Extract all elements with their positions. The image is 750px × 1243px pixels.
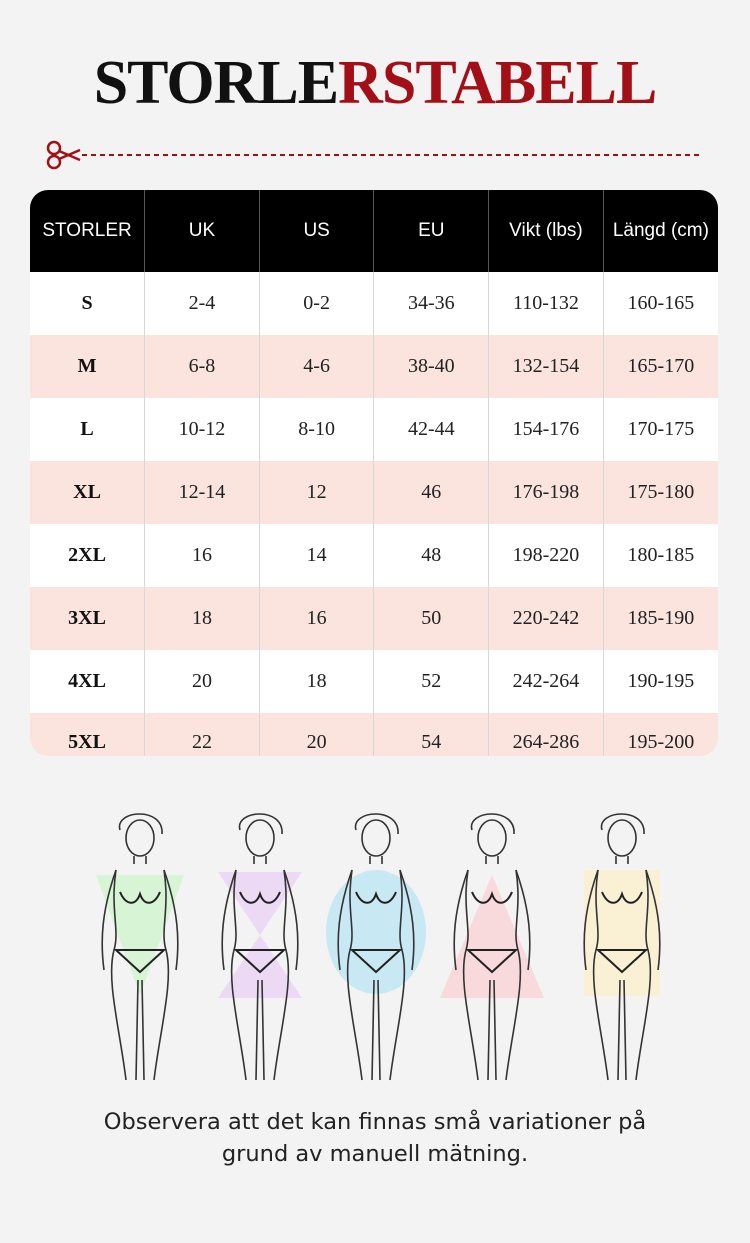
value-cell: 20	[259, 713, 375, 756]
value-cell: 12-14	[144, 461, 260, 524]
value-cell: 154-176	[488, 398, 604, 461]
measurement-note: Observera att det kan finnas små variati…	[40, 1106, 710, 1170]
note-line-2: grund av manuell mätning.	[221, 1141, 529, 1167]
column-header: STORLER	[30, 190, 146, 272]
size-cell: 2XL	[30, 524, 146, 587]
body-type-figures	[96, 813, 661, 1081]
value-cell: 34-36	[373, 272, 490, 335]
value-cell: 110-132	[488, 272, 604, 335]
value-cell: 180-185	[627, 544, 695, 566]
body-type-oval-icon	[326, 813, 426, 1081]
value-cell: 176-198	[488, 461, 604, 524]
value-cell: 264-286	[488, 713, 604, 756]
table-row: XL 12-14 12 46 176-198 175-180	[30, 461, 718, 524]
value-cell: 42-44	[373, 398, 490, 461]
table-header-row: STORLER UK US EU Vikt (lbs) Längd (cm)	[30, 190, 718, 272]
table-row: L 10-12 8-10 42-44 154-176 170-175	[30, 398, 718, 461]
size-cell: 4XL	[30, 650, 146, 713]
value-cell: 185-190	[603, 587, 718, 650]
value-cell: 2-4	[144, 272, 260, 335]
value-cell: 18	[144, 587, 260, 650]
value-cell: 14	[259, 524, 375, 587]
size-cell: L	[30, 398, 146, 461]
size-cell: M	[30, 335, 146, 398]
table-row: S 2-4 0-2 34-36 110-132 160-165	[30, 272, 718, 335]
value-cell: 38-40	[373, 335, 490, 398]
column-header: Vikt (lbs)	[488, 190, 604, 272]
body-type-hourglass-icon	[218, 813, 302, 1081]
page-title: STORLERSTABELL	[0, 48, 750, 119]
value-cell: 22	[144, 713, 260, 756]
value-cell: 175-180	[603, 461, 718, 524]
table-row: 4XL 20 18 52 242-264 190-195	[30, 650, 718, 713]
value-cell: 18	[259, 650, 375, 713]
value-cell: 195-200	[603, 713, 718, 756]
body-type-rectangle-icon	[583, 813, 661, 1081]
value-cell: 16	[259, 587, 375, 650]
size-cell: 3XL	[30, 587, 146, 650]
value-cell: 48	[373, 524, 490, 587]
size-cell: S	[30, 272, 146, 335]
value-cell: 170-175	[627, 418, 695, 440]
column-header: EU	[373, 190, 490, 272]
value-cell: 54	[373, 713, 490, 756]
value-cell: 165-170	[603, 335, 718, 398]
size-cell: XL	[30, 461, 146, 524]
value-cell: 12	[259, 461, 375, 524]
column-header: Längd (cm)	[603, 190, 718, 272]
value-cell: 8-10	[259, 398, 375, 461]
value-cell: 10-12	[144, 398, 260, 461]
table-row: 3XL 18 16 50 220-242 185-190	[30, 587, 718, 650]
column-header: US	[259, 190, 375, 272]
value-cell: 50	[373, 587, 490, 650]
value-cell: 46	[373, 461, 490, 524]
value-cell: 4-6	[259, 335, 375, 398]
value-cell: 16	[144, 524, 260, 587]
value-cell: 190-195	[627, 670, 695, 692]
cut-line	[46, 140, 700, 170]
value-cell: 220-242	[488, 587, 604, 650]
note-line-1: Observera att det kan finnas små variati…	[103, 1109, 647, 1135]
table-row: 2XL 16 14 48 198-220 180-185	[30, 524, 718, 587]
size-table: STORLER UK US EU Vikt (lbs) Längd (cm) S…	[30, 190, 718, 756]
title-part-2: RSTABELL	[338, 49, 657, 117]
scissors-icon	[46, 140, 81, 170]
body-type-v-icon	[96, 813, 184, 1081]
value-cell: 132-154	[488, 335, 604, 398]
value-cell: 242-264	[488, 650, 604, 713]
column-header: UK	[144, 190, 260, 272]
table-row: M 6-8 4-6 38-40 132-154 165-170	[30, 335, 718, 398]
value-cell: 198-220	[488, 524, 604, 587]
title-part-1: STORLE	[93, 49, 339, 117]
body-type-triangle-icon	[440, 813, 544, 1081]
value-cell: 0-2	[259, 272, 375, 335]
table-row: 5XL 22 20 54 264-286 195-200	[30, 713, 718, 756]
value-cell: 160-165	[627, 292, 695, 314]
value-cell: 20	[144, 650, 260, 713]
size-cell: 5XL	[30, 713, 146, 756]
value-cell: 52	[373, 650, 490, 713]
value-cell: 6-8	[144, 335, 260, 398]
